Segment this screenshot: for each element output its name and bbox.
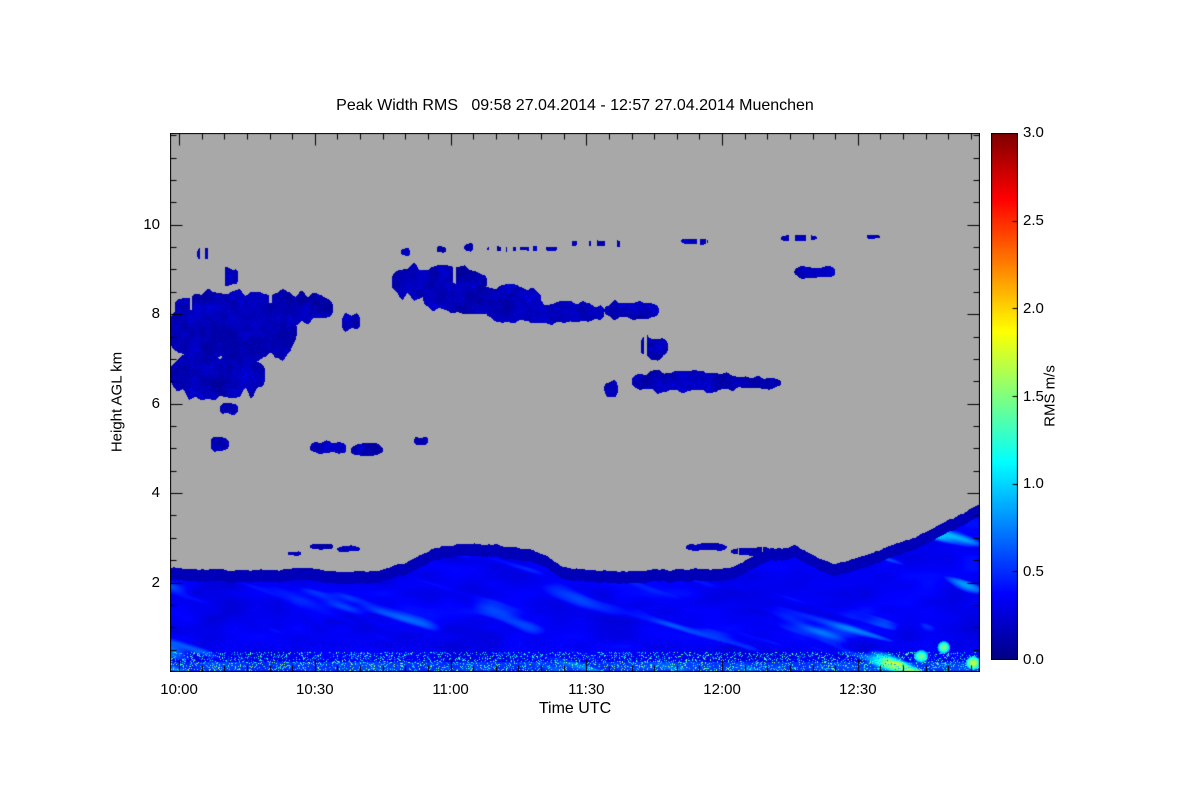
x-tick-label: 11:00 (432, 681, 469, 698)
colorbar-tick-label: 1.0 (1023, 475, 1044, 493)
chart-title: Peak Width RMS 09:58 27.04.2014 - 12:57 … (336, 97, 814, 114)
colorbar-tick-label: 0.5 (1023, 563, 1044, 581)
y-tick-label: 4 (151, 484, 160, 502)
heatmap-plot (170, 133, 980, 672)
x-tick-label: 10:30 (296, 681, 334, 698)
x-tick-label: 11:30 (568, 681, 605, 698)
x-tick-label: 12:00 (703, 681, 741, 698)
colorbar-tick-label: 2.0 (1023, 299, 1044, 317)
colorbar-label: RMS m/s (1041, 365, 1059, 427)
colorbar (991, 133, 1018, 660)
y-axis-label: Height AGL km (108, 351, 126, 453)
y-tick-label: 8 (151, 305, 160, 323)
colorbar-tick-label: 2.5 (1023, 211, 1044, 229)
colorbar-tick-label: 3.0 (1023, 124, 1044, 141)
y-tick-label: 2 (151, 573, 160, 591)
x-axis-label: Time UTC (538, 700, 612, 717)
x-tick-label: 12:30 (839, 681, 877, 698)
colorbar-tick-label: 0.0 (1023, 651, 1044, 668)
x-tick-label: 10:00 (160, 681, 198, 698)
y-tick-label: 10 (143, 215, 160, 233)
